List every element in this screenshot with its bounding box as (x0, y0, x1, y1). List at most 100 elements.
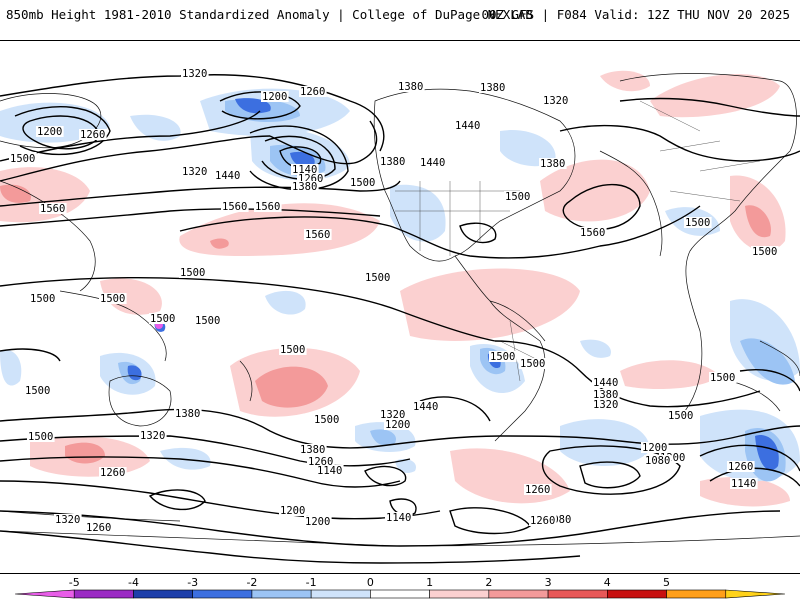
legend-tick-label: 1 (426, 576, 433, 589)
legend-swatch (488, 589, 549, 599)
contour-label: 1500 (25, 385, 50, 397)
contour-label: 1320 (55, 514, 80, 526)
contour-label: 1500 (180, 267, 205, 279)
legend-tick-label: -5 (69, 576, 80, 589)
contour-label: 1500 (150, 313, 175, 325)
contour-label-background (489, 351, 517, 362)
legend-swatch (310, 589, 371, 599)
contour-label: 1200 (305, 516, 330, 528)
contour-label-background (384, 419, 412, 430)
color-legend: -5 -4 -3 -2 -1 0 1 2 3 4 5 (0, 572, 800, 600)
legend-tick-label: 2 (485, 576, 492, 589)
contour-label: 1380 (175, 408, 200, 420)
contour-label-background (539, 158, 567, 169)
contour-label-background (79, 129, 107, 140)
contour-label-background (644, 455, 672, 466)
contour-label-background (54, 514, 82, 525)
contour-label-background (291, 181, 319, 192)
legend-swatch (251, 589, 312, 599)
contour-label: 1200 (642, 442, 667, 454)
contour-label-background (36, 126, 64, 137)
contour-label: 1320 (182, 68, 207, 80)
contour-label: 1500 (505, 191, 530, 203)
contour-label-background (149, 313, 177, 324)
contour-label-background (524, 484, 552, 495)
legend-swatch (73, 589, 134, 599)
contour-label: 1500 (28, 431, 53, 443)
contour-label-background (85, 522, 113, 533)
contour-label-background (181, 166, 209, 177)
contour-label-background (179, 267, 207, 278)
contour-label-background (641, 442, 669, 453)
contour-label: 1560 (40, 203, 65, 215)
contour-labels: 1320 1380 1200 1260 1380 1320 1440 1380 1200 1260… (9, 68, 779, 534)
contour-label: 1320 (182, 166, 207, 178)
contour-label-background (221, 201, 249, 212)
legend-swatch (192, 589, 253, 599)
map-title: 850mb Height 1981-2010 Standardized Anom… (6, 7, 533, 22)
contour-label: 1500 (365, 272, 390, 284)
contour-label-background (479, 82, 507, 93)
contour-label: 1200 (37, 126, 62, 138)
legend-tick-label: 3 (545, 576, 552, 589)
contour-label: 1500 (314, 414, 339, 426)
contour-label: 1380 (593, 389, 618, 401)
contour-label: 1380 (480, 82, 505, 94)
contour-label-background (542, 95, 570, 106)
contour-label: 1500 (195, 315, 220, 327)
contour-label: 1200 (385, 419, 410, 431)
contour-label: 1380 (300, 444, 325, 456)
contour-label-background (99, 293, 127, 304)
contour-label: 1200 (280, 505, 305, 517)
legend-swatch (547, 589, 608, 599)
contour-label: 1500 (520, 358, 545, 370)
contour-label-background (299, 444, 327, 455)
contour-label: 1260 (530, 515, 555, 527)
contour-label: 1380 (540, 158, 565, 170)
legend-scale: -5 -4 -3 -2 -1 0 1 2 3 4 5 (14, 576, 786, 599)
contour-label: 1560 (580, 227, 605, 239)
contour-label: 1140 (386, 512, 411, 524)
contour-label-background (174, 408, 202, 419)
contour-label-background (419, 157, 447, 168)
contour-label: 1560 (255, 201, 280, 213)
contour-label: 1500 (30, 293, 55, 305)
contour-label: 1140 (731, 478, 756, 490)
contour-label-background (454, 120, 482, 131)
contour-label: 1500 (280, 344, 305, 356)
contour-label-background (313, 414, 341, 425)
contour-label-background (261, 91, 289, 102)
contour-label: 1500 (350, 177, 375, 189)
contour-label-background (181, 68, 209, 79)
legend-swatch (607, 589, 667, 599)
contour-label: 1560 (305, 229, 330, 241)
legend-swatch (370, 589, 430, 599)
map-panel[interactable]: 1320 1380 1200 1260 1380 1320 1440 1380 1200 1260… (0, 40, 800, 574)
contour-label: 1080 (645, 455, 670, 467)
contour-label: 1260 (300, 86, 325, 98)
contour-label-background (709, 372, 737, 383)
contour-label-background (592, 399, 620, 410)
contour-label: 1500 (685, 217, 710, 229)
contour-label-background (194, 315, 222, 326)
legend-swatch (666, 589, 727, 599)
contour-label-background (349, 177, 377, 188)
contour-label-background (519, 358, 547, 369)
contour-label-background (279, 505, 307, 516)
contour-label: 1440 (455, 120, 480, 132)
contour-label-background (684, 217, 712, 228)
contour-label-background (304, 516, 332, 527)
contour-label: 1140 (317, 465, 342, 477)
legend-tick-label: -1 (306, 576, 317, 589)
contour-label: 1200 (262, 91, 287, 103)
contour-label-background (307, 456, 335, 467)
contour-label-background (379, 409, 407, 420)
contour-label-background (291, 164, 319, 175)
contour-label-background (592, 389, 620, 400)
contour-label-background (9, 153, 37, 164)
contour-label-background (397, 81, 425, 92)
contour-label-background (99, 467, 127, 478)
contour-label-background (504, 191, 532, 202)
contour-label: 1320 (140, 430, 165, 442)
contour-label-background (385, 512, 413, 523)
